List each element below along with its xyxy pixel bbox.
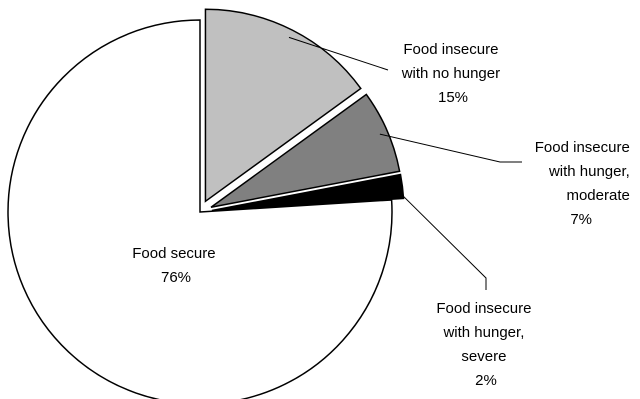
label-food-secure: Food secure 76% (132, 245, 220, 286)
leader-insecure-hunger-moderate (379, 133, 522, 163)
slice-food-secure (7, 19, 393, 399)
leader-insecure-hunger-severe (394, 187, 487, 290)
leader-lines (288, 36, 522, 290)
slice-insecure-hunger-severe (211, 173, 405, 212)
label-insecure-no-hunger: Food insecure with no hunger 15% (401, 41, 505, 106)
pie-slices (7, 8, 405, 399)
slice-insecure-hunger-moderate (210, 93, 401, 208)
label-insecure-hunger-moderate: Food insecure with hunger, moderate 7% (535, 139, 634, 228)
leader-insecure-no-hunger (288, 36, 389, 71)
slice-insecure-no-hunger (204, 8, 362, 203)
label-insecure-hunger-severe: Food insecure with hunger, severe 2% (436, 300, 535, 389)
